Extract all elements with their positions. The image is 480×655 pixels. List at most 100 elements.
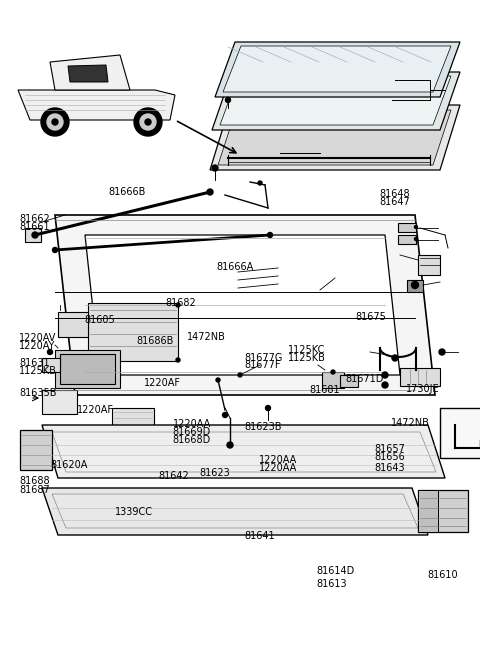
Text: 81687: 81687	[19, 485, 50, 495]
Bar	[42, 390, 77, 414]
Circle shape	[47, 114, 63, 130]
Text: 81682: 81682	[166, 297, 196, 308]
Bar	[398, 223, 416, 232]
Text: 81610: 81610	[427, 570, 458, 580]
Bar	[340, 375, 358, 387]
Polygon shape	[218, 110, 451, 165]
Polygon shape	[42, 488, 428, 535]
Circle shape	[265, 405, 271, 411]
Circle shape	[41, 108, 69, 136]
Polygon shape	[18, 90, 175, 120]
Text: 81643: 81643	[374, 463, 405, 474]
Circle shape	[176, 303, 180, 307]
Text: 1220AA: 1220AA	[173, 419, 211, 430]
Circle shape	[176, 358, 180, 362]
Text: 81662: 81662	[19, 214, 50, 224]
Circle shape	[415, 225, 418, 229]
Text: 1125KC: 1125KC	[288, 345, 325, 355]
Text: 81661: 81661	[19, 221, 50, 232]
Text: 1220AV: 1220AV	[19, 333, 57, 343]
Polygon shape	[42, 425, 445, 478]
Bar	[418, 255, 440, 275]
Text: 1339CC: 1339CC	[115, 507, 153, 517]
Text: 81614D: 81614D	[317, 566, 355, 576]
Circle shape	[140, 114, 156, 130]
Bar	[398, 235, 416, 244]
Bar	[58, 312, 88, 337]
Text: 81675: 81675	[355, 312, 386, 322]
Bar	[322, 372, 344, 388]
Circle shape	[145, 119, 151, 125]
Circle shape	[415, 238, 418, 240]
Circle shape	[382, 372, 388, 378]
Text: 81677F: 81677F	[245, 360, 281, 371]
Text: 81681: 81681	[310, 385, 340, 396]
Circle shape	[134, 108, 162, 136]
Text: 1220AY: 1220AY	[19, 341, 56, 351]
Bar	[400, 368, 440, 386]
Bar	[55, 350, 120, 388]
Circle shape	[439, 349, 445, 355]
Polygon shape	[223, 46, 451, 92]
Circle shape	[216, 378, 220, 382]
Text: 81686B: 81686B	[137, 335, 174, 346]
Circle shape	[267, 233, 273, 238]
Circle shape	[392, 355, 398, 361]
Circle shape	[226, 98, 230, 102]
Text: 81620A: 81620A	[50, 460, 88, 470]
Bar	[418, 490, 468, 532]
Circle shape	[52, 248, 58, 252]
Circle shape	[382, 382, 388, 388]
Polygon shape	[50, 55, 130, 90]
Bar	[25, 228, 41, 242]
Text: 81613: 81613	[317, 579, 348, 590]
Text: 81688: 81688	[19, 476, 50, 487]
Text: 1730JE: 1730JE	[406, 384, 439, 394]
Text: 1220AA: 1220AA	[259, 455, 298, 466]
Text: 81657: 81657	[374, 444, 405, 455]
Circle shape	[207, 189, 213, 195]
Text: 81666B: 81666B	[108, 187, 145, 197]
Text: 81666A: 81666A	[216, 262, 253, 272]
Polygon shape	[68, 65, 108, 82]
Circle shape	[212, 165, 218, 171]
Circle shape	[227, 442, 233, 448]
Text: 1220AF: 1220AF	[144, 377, 181, 388]
Circle shape	[223, 413, 228, 417]
Polygon shape	[55, 215, 435, 395]
Text: 81605: 81605	[84, 314, 115, 325]
Text: 81671D: 81671D	[346, 373, 384, 384]
Polygon shape	[85, 235, 400, 375]
Bar	[440, 408, 480, 458]
Bar	[60, 354, 115, 384]
Bar	[88, 303, 178, 361]
Circle shape	[258, 181, 262, 185]
Bar	[20, 430, 52, 470]
Circle shape	[238, 373, 242, 377]
Bar	[407, 280, 423, 292]
Text: 1125KB: 1125KB	[19, 365, 57, 376]
Polygon shape	[220, 76, 451, 125]
Text: 81642: 81642	[158, 470, 189, 481]
Text: 81656: 81656	[374, 452, 405, 462]
Text: 81635B: 81635B	[19, 388, 57, 398]
Text: 1472NB: 1472NB	[187, 331, 226, 342]
Polygon shape	[210, 105, 460, 170]
Bar	[418, 490, 438, 532]
Bar	[42, 358, 60, 372]
Text: 1220AA: 1220AA	[259, 463, 298, 474]
Text: 1125KB: 1125KB	[288, 352, 326, 363]
Text: 1472NB: 1472NB	[391, 418, 430, 428]
Text: 1220AF: 1220AF	[77, 405, 114, 415]
Polygon shape	[212, 72, 460, 130]
Polygon shape	[215, 42, 460, 97]
Circle shape	[52, 119, 58, 125]
Circle shape	[331, 370, 335, 374]
Text: 81623: 81623	[199, 468, 230, 478]
Text: 81668D: 81668D	[173, 435, 211, 445]
Bar	[112, 408, 154, 426]
Text: 81623B: 81623B	[245, 422, 282, 432]
Circle shape	[48, 350, 52, 354]
Text: 81631: 81631	[19, 358, 50, 368]
Circle shape	[32, 232, 38, 238]
